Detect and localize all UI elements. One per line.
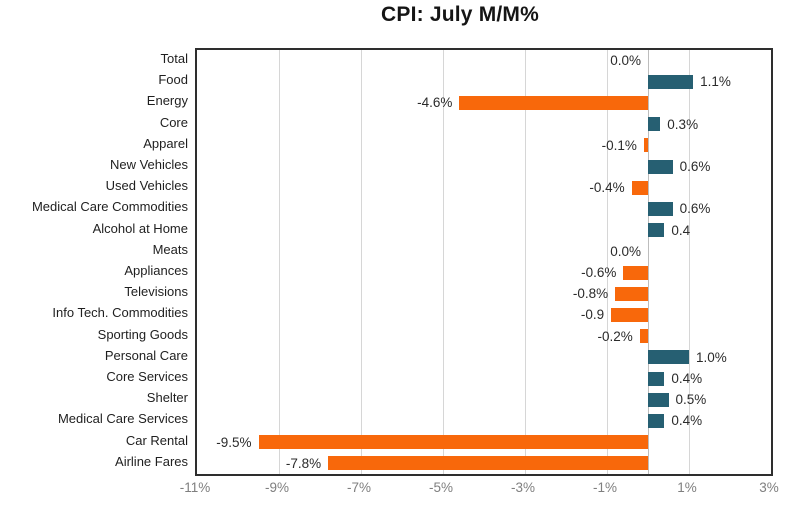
data-label: -0.8%: [572, 286, 609, 302]
category-label: New Vehicles: [109, 157, 188, 172]
x-tick-label: 3%: [759, 480, 779, 495]
gridline: [606, 50, 608, 474]
data-label: 0.3%: [667, 116, 699, 132]
category-label: Total: [160, 51, 188, 66]
gridline: [442, 50, 444, 474]
data-label: 0.0%: [610, 53, 641, 68]
bar-apparel: [643, 138, 648, 153]
x-tick-label: -7%: [346, 480, 371, 495]
category-label: Info Tech. Commodities: [52, 305, 188, 321]
bar-energy: [459, 96, 648, 110]
category-label: Apparel: [143, 135, 188, 151]
gridline: [524, 50, 526, 474]
bar-medical-care-services: [648, 414, 665, 428]
bar-used-vehicles: [631, 180, 648, 195]
category-label: Core: [159, 114, 188, 130]
x-tick-label: -1%: [592, 480, 617, 495]
data-label: 0.4%: [671, 413, 703, 429]
data-label: 0.6%: [679, 159, 711, 174]
category-label: Shelter: [146, 390, 188, 406]
data-label: 0.0%: [610, 243, 641, 259]
bar-core: [648, 117, 661, 132]
x-tick-label: -5%: [428, 480, 453, 495]
data-label: -7.8%: [285, 455, 322, 471]
category-label: Airline Fares: [115, 453, 188, 469]
bar-appliances: [623, 265, 648, 280]
plot-area: 0.0% 1.1% -4.6% 0.3% -0.1% 0.6% -0.4% 0.6% 0.4 0.…: [195, 48, 773, 476]
gridline: [360, 50, 362, 474]
category-label: Meats: [152, 241, 188, 257]
category-label: Sporting Goods: [97, 326, 188, 342]
value-axis: -11% -9% -7% -5% -3% -1% 1% 3%: [0, 480, 799, 504]
bar-televisions: [615, 286, 648, 301]
data-label: -0.4%: [589, 180, 625, 196]
x-tick-label: -11%: [179, 480, 211, 495]
bar-new-vehicles: [648, 159, 673, 174]
data-label: -9.5%: [216, 434, 252, 450]
bar-sporting-goods: [639, 329, 648, 344]
bar-car-rental: [258, 435, 648, 450]
bar-info-tech-commodities: [611, 308, 648, 322]
bar-airline-fares: [328, 456, 648, 471]
data-label: 1.0%: [696, 349, 727, 365]
category-label: Energy: [146, 93, 188, 109]
data-label: -0.6%: [581, 265, 617, 280]
category-label: Televisions: [124, 284, 188, 300]
bar-personal-care: [648, 350, 689, 365]
category-label: Personal Care: [104, 347, 188, 363]
data-label: 0.5%: [675, 392, 707, 408]
bar-alcohol-at-home: [648, 223, 665, 238]
x-tick-label: -9%: [264, 480, 289, 495]
data-label: -0.2%: [597, 328, 633, 344]
x-tick-label: 1%: [677, 480, 697, 495]
gridline: [688, 50, 690, 474]
category-label: Alcohol at Home: [92, 220, 188, 236]
bar-food: [648, 74, 694, 89]
bar-core-services: [648, 371, 665, 386]
category-label: Used Vehicles: [105, 178, 188, 194]
data-label: -0.1%: [601, 137, 637, 153]
data-label: 0.6%: [679, 201, 711, 217]
x-tick-label: -3%: [510, 480, 535, 495]
category-label: Medical Care Commodities: [31, 199, 188, 215]
category-label: Core Services: [106, 369, 188, 384]
category-label: Food: [158, 72, 188, 88]
category-label: Appliances: [124, 263, 188, 278]
data-label: 0.4: [671, 222, 691, 238]
data-label: -4.6%: [417, 95, 453, 111]
chart-title: CPI: July M/M%: [381, 3, 539, 26]
category-axis: Total Food Energy Core Apparel New Vehicles Us…: [0, 48, 188, 472]
category-label: Car Rental: [125, 432, 188, 448]
category-label: Medical Care Services: [57, 411, 188, 427]
bar-medical-care-commodities: [648, 202, 673, 216]
data-label: 0.4%: [671, 371, 703, 386]
bar-shelter: [648, 392, 669, 407]
data-label: 1.1%: [700, 74, 731, 90]
zero-axis-line: [647, 50, 649, 474]
gridline: [278, 50, 280, 474]
data-label: -0.9: [580, 307, 605, 323]
